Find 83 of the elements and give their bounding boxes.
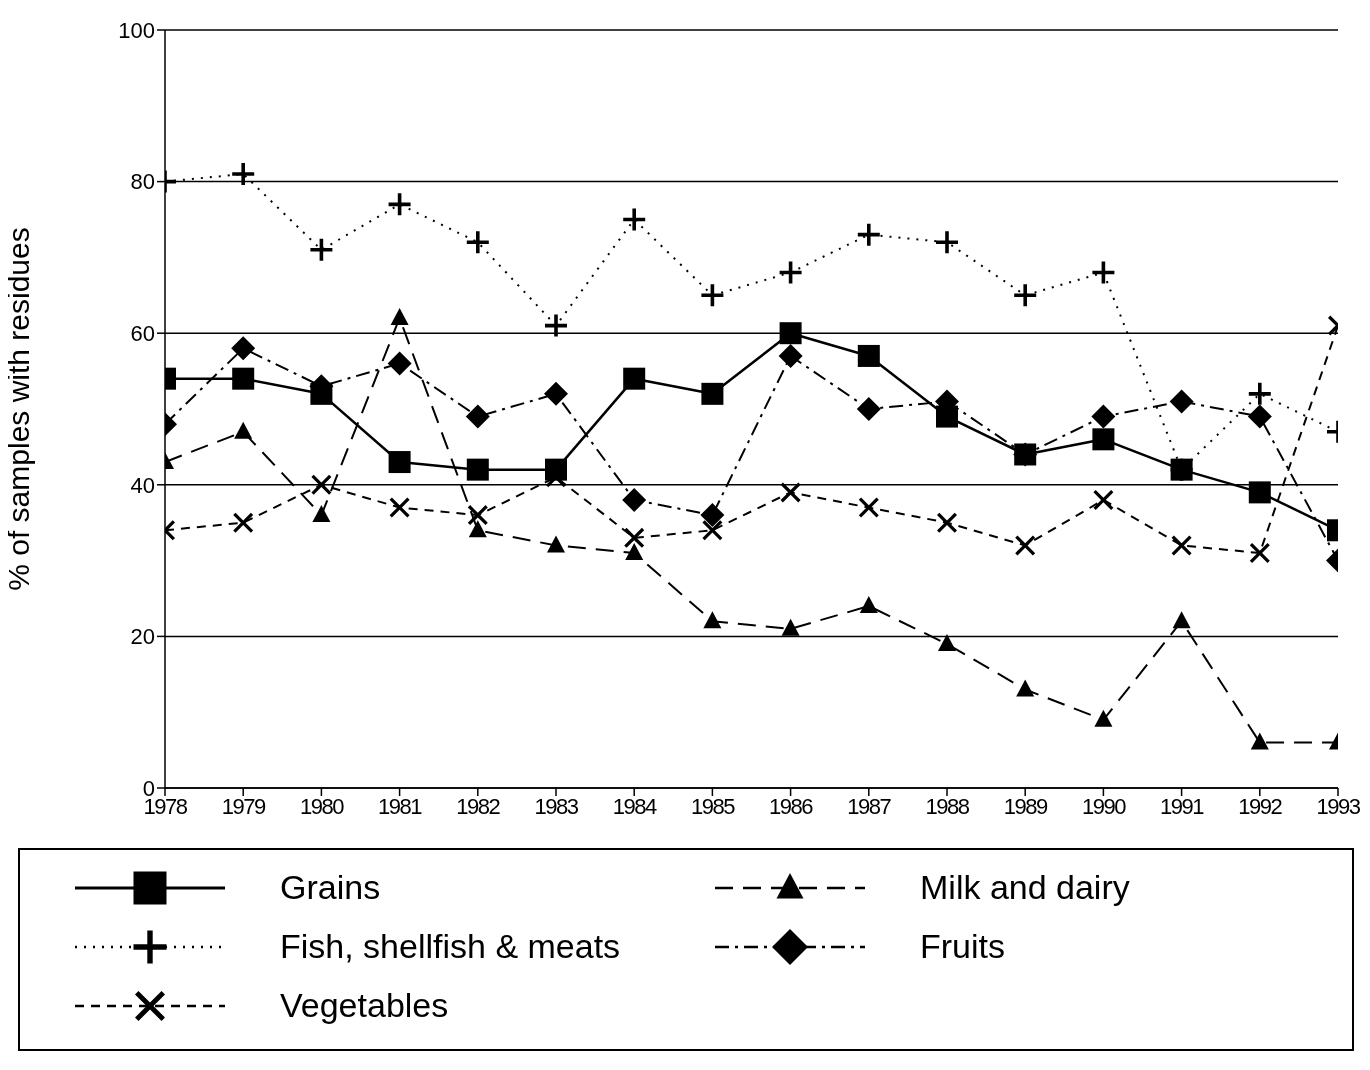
point	[781, 618, 800, 636]
point	[1014, 284, 1037, 307]
point	[234, 421, 253, 439]
point	[1092, 428, 1115, 451]
x-tick-label: 1979	[221, 793, 266, 819]
point	[936, 231, 958, 254]
point	[1248, 382, 1271, 405]
point	[702, 520, 723, 541]
y-tick-label: 100	[118, 17, 155, 43]
y-tick-label: 60	[130, 321, 155, 347]
point	[312, 505, 331, 523]
point	[232, 367, 255, 390]
legend-label: Fish, shellfish & meats	[280, 927, 621, 966]
point	[938, 633, 956, 651]
x-tick-label: 1982	[456, 793, 501, 819]
point	[859, 596, 878, 614]
x-tick-label: 1992	[1238, 793, 1283, 819]
point	[310, 382, 333, 405]
point	[1249, 543, 1270, 564]
point	[1014, 443, 1037, 466]
point	[389, 497, 410, 518]
x-tick-label: 1980	[299, 793, 345, 819]
point	[544, 381, 568, 406]
point	[1247, 404, 1272, 429]
point	[623, 208, 646, 231]
x-tick-label: 1993	[1316, 793, 1361, 819]
point	[780, 482, 801, 503]
point	[1172, 611, 1191, 629]
point	[390, 308, 409, 326]
point	[467, 505, 488, 526]
x-tick-label: 1981	[378, 793, 423, 819]
x-tick-label: 1991	[1160, 793, 1205, 819]
point	[1016, 679, 1035, 697]
point	[1094, 709, 1113, 727]
point	[1015, 535, 1036, 556]
x-tick-label: 1983	[534, 793, 579, 819]
y-tick-label: 20	[130, 624, 155, 650]
point	[466, 231, 489, 254]
point	[1169, 389, 1194, 414]
point	[466, 458, 489, 481]
x-tick-label: 1985	[690, 793, 736, 819]
point	[858, 497, 879, 518]
point	[1171, 535, 1192, 556]
point	[623, 367, 646, 390]
point	[856, 397, 881, 421]
point	[625, 543, 644, 561]
point	[545, 314, 567, 337]
point	[545, 458, 567, 481]
point	[388, 451, 411, 474]
point	[1248, 481, 1271, 504]
point	[779, 322, 802, 345]
point	[233, 512, 254, 533]
point	[547, 535, 565, 553]
point	[703, 611, 722, 629]
point	[468, 520, 487, 538]
point	[622, 487, 647, 512]
legend-label: Grains	[280, 868, 381, 907]
point	[778, 343, 803, 368]
legend-label: Fruits	[920, 927, 1005, 966]
x-tick-label: 1988	[925, 793, 970, 819]
x-tick-label: 1984	[612, 793, 657, 819]
point	[232, 163, 255, 186]
point	[857, 223, 880, 246]
point	[1091, 404, 1116, 429]
y-tick-label: 40	[130, 472, 155, 498]
y-tick-label: 80	[130, 169, 155, 195]
point	[701, 382, 724, 405]
point	[700, 503, 725, 528]
point	[387, 351, 412, 376]
x-tick-label: 1987	[847, 793, 892, 819]
point	[624, 527, 645, 548]
point	[310, 238, 333, 261]
point	[465, 404, 490, 429]
point	[311, 474, 332, 495]
point	[231, 336, 256, 361]
point	[1250, 732, 1269, 750]
point	[857, 344, 880, 367]
x-tick-label: 1989	[1003, 793, 1048, 819]
x-tick-label: 1986	[769, 793, 814, 819]
legend-label: Milk and dairy	[920, 868, 1130, 907]
point	[936, 405, 958, 428]
x-tick-label: 1990	[1081, 793, 1127, 819]
legend-label: Vegetables	[280, 986, 449, 1025]
